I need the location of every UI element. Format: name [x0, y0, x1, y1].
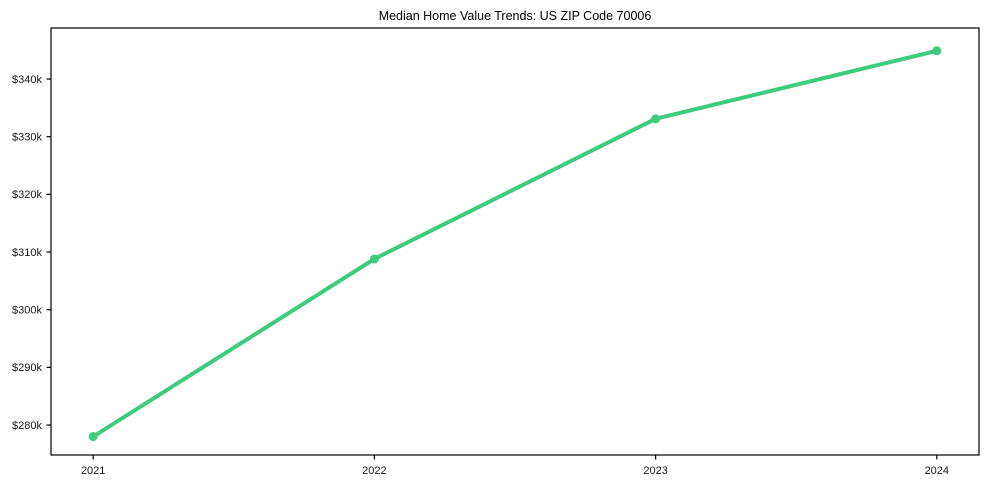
data-point-marker [88, 432, 98, 442]
data-point-marker [651, 114, 661, 124]
x-tick-label: 2024 [925, 465, 949, 477]
trend-line [91, 48, 939, 439]
x-tick-label: 2022 [362, 465, 386, 477]
y-tick-label: $340k [12, 74, 42, 86]
y-tick-label: $320k [12, 189, 42, 201]
data-point-marker [369, 254, 379, 264]
x-tick-label: 2021 [81, 465, 105, 477]
chart-title: Median Home Value Trends: US ZIP Code 70… [379, 9, 652, 23]
data-point-marker [932, 46, 942, 56]
plot-frame [50, 27, 980, 456]
x-tick-label: 2023 [643, 465, 667, 477]
y-tick-label: $310k [12, 247, 42, 259]
y-tick-label: $290k [12, 362, 42, 374]
y-tick-label: $300k [12, 304, 42, 316]
y-tick-label: $330k [12, 131, 42, 143]
y-tick-label: $280k [12, 420, 42, 432]
